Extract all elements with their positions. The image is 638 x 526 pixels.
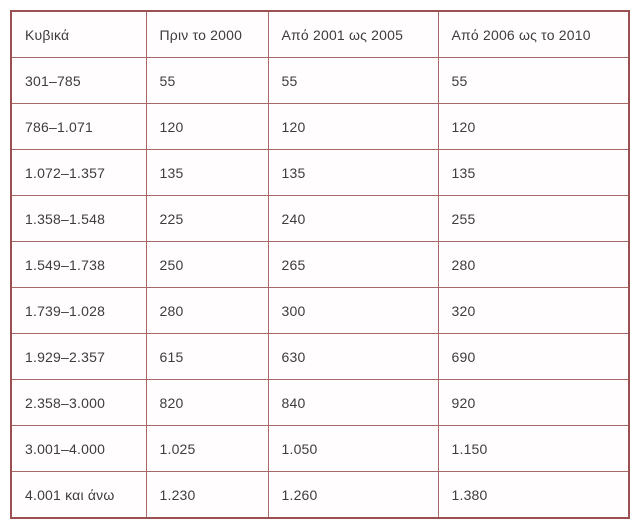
cell-tax-2001-2005: 265 bbox=[267, 241, 439, 288]
cell-tax-before-2000: 120 bbox=[145, 103, 269, 150]
cell-cc-range: 1.072–1.357 bbox=[10, 149, 147, 196]
column-header-before-2000: Πριν το 2000 bbox=[145, 10, 269, 58]
table-row: 2.358–3.000 820 840 920 bbox=[10, 379, 630, 426]
cell-cc-range: 1.739–1.028 bbox=[10, 287, 147, 334]
table-row: 301–785 55 55 55 bbox=[10, 57, 630, 104]
table-row: 1.929–2.357 615 630 690 bbox=[10, 333, 630, 380]
cell-cc-range: 2.358–3.000 bbox=[10, 379, 147, 426]
table-header-row: Κυβικά Πριν το 2000 Από 2001 ως 2005 Από… bbox=[10, 10, 630, 58]
table-row: 3.001–4.000 1.025 1.050 1.150 bbox=[10, 425, 630, 472]
cell-tax-2006-2010: 120 bbox=[437, 103, 630, 150]
cell-tax-2001-2005: 300 bbox=[267, 287, 439, 334]
cell-cc-range: 1.549–1.738 bbox=[10, 241, 147, 288]
cell-tax-before-2000: 1.230 bbox=[145, 471, 269, 519]
cell-tax-before-2000: 135 bbox=[145, 149, 269, 196]
cell-tax-2006-2010: 1.150 bbox=[437, 425, 630, 472]
column-header-cubic-capacity: Κυβικά bbox=[10, 10, 147, 58]
cell-cc-range: 4.001 και άνω bbox=[10, 471, 147, 519]
cell-tax-before-2000: 615 bbox=[145, 333, 269, 380]
table-row: 786–1.071 120 120 120 bbox=[10, 103, 630, 150]
cell-cc-range: 786–1.071 bbox=[10, 103, 147, 150]
column-header-2001-2005: Από 2001 ως 2005 bbox=[267, 10, 439, 58]
cell-tax-2006-2010: 690 bbox=[437, 333, 630, 380]
table-row: 1.549–1.738 250 265 280 bbox=[10, 241, 630, 288]
cell-tax-2006-2010: 255 bbox=[437, 195, 630, 242]
cell-tax-2001-2005: 630 bbox=[267, 333, 439, 380]
cell-tax-2006-2010: 1.380 bbox=[437, 471, 630, 519]
cell-tax-2001-2005: 1.050 bbox=[267, 425, 439, 472]
cell-tax-2001-2005: 1.260 bbox=[267, 471, 439, 519]
cell-tax-before-2000: 820 bbox=[145, 379, 269, 426]
cell-cc-range: 301–785 bbox=[10, 57, 147, 104]
cell-tax-2001-2005: 840 bbox=[267, 379, 439, 426]
cell-tax-2006-2010: 55 bbox=[437, 57, 630, 104]
cell-tax-before-2000: 280 bbox=[145, 287, 269, 334]
cell-cc-range: 3.001–4.000 bbox=[10, 425, 147, 472]
cell-tax-2006-2010: 320 bbox=[437, 287, 630, 334]
road-tax-table: Κυβικά Πριν το 2000 Από 2001 ως 2005 Από… bbox=[10, 10, 630, 519]
cell-tax-2006-2010: 135 bbox=[437, 149, 630, 196]
cell-tax-2006-2010: 280 bbox=[437, 241, 630, 288]
table-row: 1.072–1.357 135 135 135 bbox=[10, 149, 630, 196]
cell-tax-2001-2005: 120 bbox=[267, 103, 439, 150]
cell-tax-2006-2010: 920 bbox=[437, 379, 630, 426]
cell-tax-before-2000: 225 bbox=[145, 195, 269, 242]
cell-tax-2001-2005: 240 bbox=[267, 195, 439, 242]
column-header-2006-2010: Από 2006 ως το 2010 bbox=[437, 10, 630, 58]
table-row: 1.739–1.028 280 300 320 bbox=[10, 287, 630, 334]
cell-tax-2001-2005: 135 bbox=[267, 149, 439, 196]
cell-tax-2001-2005: 55 bbox=[267, 57, 439, 104]
cell-cc-range: 1.929–2.357 bbox=[10, 333, 147, 380]
table-row: 1.358–1.548 225 240 255 bbox=[10, 195, 630, 242]
cell-tax-before-2000: 55 bbox=[145, 57, 269, 104]
cell-cc-range: 1.358–1.548 bbox=[10, 195, 147, 242]
cell-tax-before-2000: 250 bbox=[145, 241, 269, 288]
table-row: 4.001 και άνω 1.230 1.260 1.380 bbox=[10, 471, 630, 519]
cell-tax-before-2000: 1.025 bbox=[145, 425, 269, 472]
